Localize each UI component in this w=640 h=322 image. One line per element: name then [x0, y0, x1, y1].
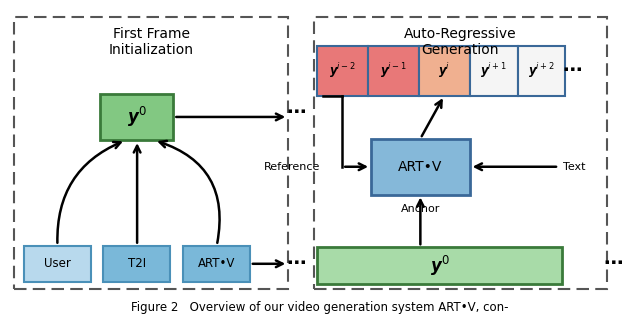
Text: $\boldsymbol{y}^0$: $\boldsymbol{y}^0$ — [429, 253, 449, 278]
Bar — [103, 246, 170, 282]
Bar — [24, 246, 91, 282]
Text: $\boldsymbol{y}^0$: $\boldsymbol{y}^0$ — [127, 105, 147, 129]
Text: ⋯: ⋯ — [287, 254, 306, 273]
Text: Text: Text — [563, 162, 586, 172]
Text: $\boldsymbol{y}^{i}$: $\boldsymbol{y}^{i}$ — [438, 62, 451, 80]
Bar — [314, 17, 607, 289]
Bar — [368, 46, 419, 96]
Text: ART•V: ART•V — [198, 258, 235, 270]
Text: T2I: T2I — [128, 258, 146, 270]
Text: ⋯: ⋯ — [604, 254, 623, 273]
Bar — [317, 247, 562, 284]
Bar — [14, 17, 288, 289]
Text: Auto-Regressive
Generation: Auto-Regressive Generation — [404, 27, 516, 57]
Bar — [470, 46, 518, 96]
Text: $\boldsymbol{y}^{i+1}$: $\boldsymbol{y}^{i+1}$ — [480, 62, 507, 80]
Text: ⋯: ⋯ — [562, 62, 582, 80]
Text: $\boldsymbol{y}^{i-1}$: $\boldsymbol{y}^{i-1}$ — [380, 62, 406, 80]
Text: First Frame
Initialization: First Frame Initialization — [109, 27, 194, 57]
Text: Anchor: Anchor — [401, 204, 440, 214]
Bar — [371, 139, 470, 194]
Text: $\boldsymbol{y}^{i+2}$: $\boldsymbol{y}^{i+2}$ — [528, 62, 555, 80]
Text: Figure 2   Overview of our video generation system ART•V, con-: Figure 2 Overview of our video generatio… — [131, 301, 509, 314]
Bar — [183, 246, 250, 282]
Text: $\boldsymbol{y}^{i-2}$: $\boldsymbol{y}^{i-2}$ — [329, 62, 356, 80]
Bar — [100, 94, 173, 140]
Text: Reference: Reference — [264, 162, 320, 172]
Text: User: User — [44, 258, 70, 270]
Bar — [419, 46, 470, 96]
Text: ⋯: ⋯ — [287, 103, 306, 122]
Text: ART•V: ART•V — [398, 160, 442, 174]
Bar — [317, 46, 368, 96]
Bar — [518, 46, 565, 96]
